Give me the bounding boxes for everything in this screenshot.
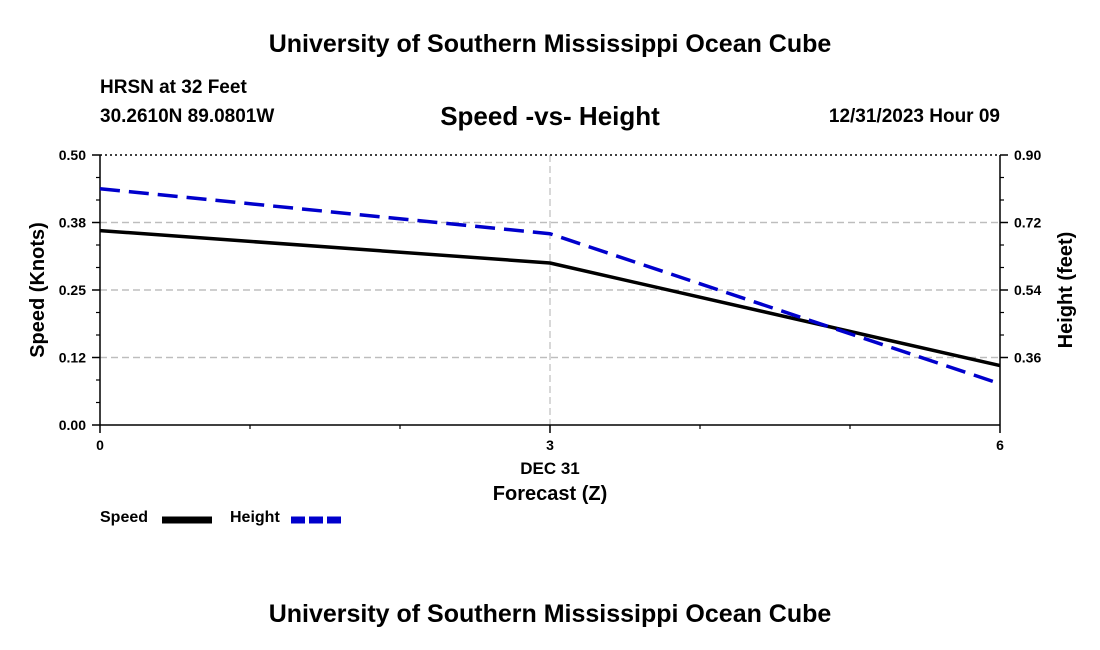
- series-line-speed: [99, 228, 1001, 368]
- station-name: HRSN at 32 Feet: [100, 77, 247, 98]
- left-axis-tick-label: 0.38: [59, 215, 86, 231]
- right-axis-tick-label: 0.36: [1014, 350, 1041, 366]
- chart-title: Speed -vs- Height: [440, 101, 660, 131]
- legend-speed-label: Speed: [100, 509, 149, 526]
- right-axis-tick-label: 0.90: [1014, 147, 1041, 163]
- series-line-height: [99, 187, 1001, 386]
- x-axis-date-label: DEC 31: [520, 459, 580, 478]
- x-axis-tick-label: 0: [96, 437, 104, 453]
- left-axis-tick-label: 0.00: [59, 417, 86, 433]
- right-axis-tick-label: 0.54: [1014, 282, 1041, 298]
- x-axis-title: Forecast (Z): [493, 483, 607, 505]
- right-axis-tick-label: 0.72: [1014, 215, 1041, 231]
- x-axis-tick-label: 6: [996, 437, 1004, 453]
- left-axis-tick-label: 0.50: [59, 147, 86, 163]
- station-coordinates: 30.2610N 89.0801W: [100, 106, 275, 127]
- left-axis-title: Speed (Knots): [27, 222, 49, 358]
- bottom-title: University of Southern Mississippi Ocean…: [268, 600, 832, 628]
- top-title: University of Southern Mississippi Ocean…: [268, 30, 832, 58]
- x-axis-tick-label: 3: [546, 437, 554, 453]
- left-axis-tick-label: 0.25: [59, 282, 86, 298]
- left-axis-tick-label: 0.12: [59, 350, 86, 366]
- legend-height-label: Height: [230, 509, 280, 526]
- right-axis-title: Height (feet): [1055, 232, 1077, 349]
- forecast-timestamp: 12/31/2023 Hour 09: [828, 106, 1000, 127]
